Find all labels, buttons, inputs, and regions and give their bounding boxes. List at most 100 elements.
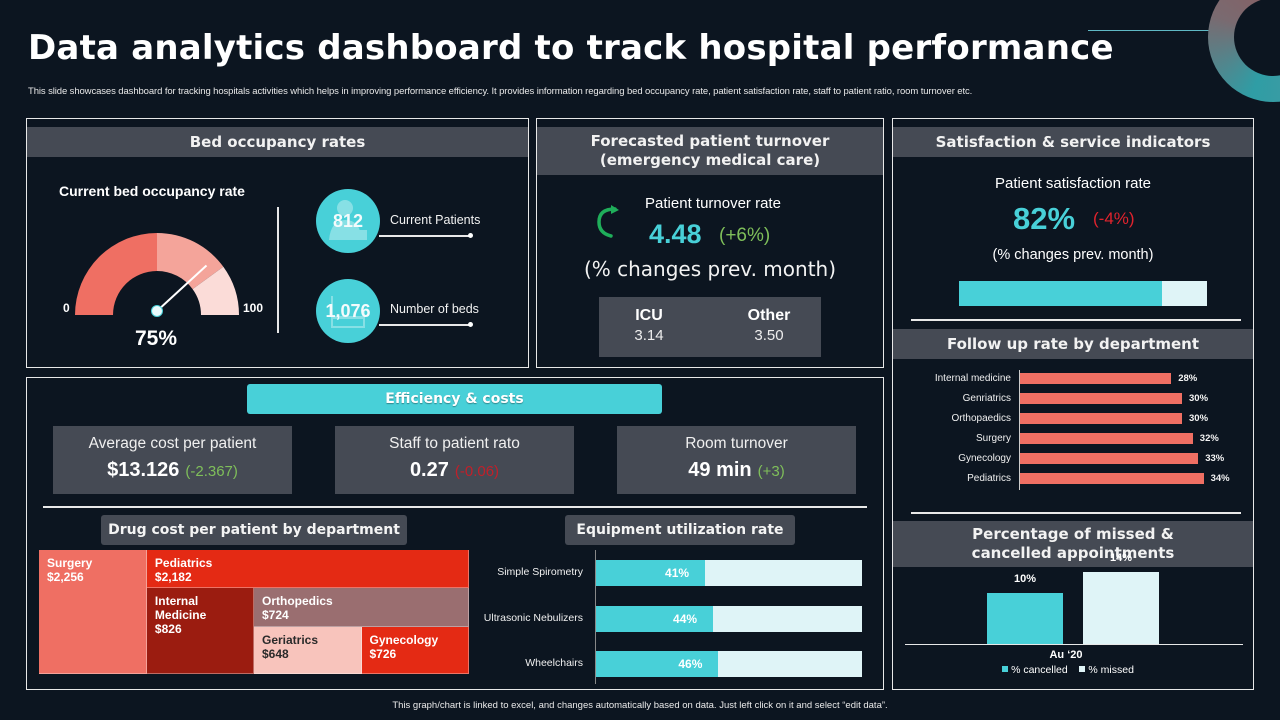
- connector-dot: [468, 233, 473, 238]
- number-of-beds-value: 1,076: [325, 300, 371, 321]
- treemap-cell-name: Pediatrics: [154, 556, 213, 570]
- missed-heading-line2: cancelled appointments: [971, 544, 1175, 562]
- kpi-value: 0.27: [409, 459, 449, 481]
- page-title: Data analytics dashboard to track hospit…: [28, 28, 1114, 68]
- equipment-bar-track: 46%: [596, 651, 862, 677]
- equipment-value-label: 41%: [665, 566, 690, 580]
- equipment-row: Ultrasonic Nebulizers 44%: [475, 605, 875, 632]
- followup-row: Pediatrics 34%: [893, 469, 1253, 489]
- followup-row: Orthopaedics 30%: [893, 409, 1253, 429]
- treemap-cell-name: Geriatrics: [262, 632, 319, 647]
- treemap-cell: Geriatrics $648: [254, 626, 362, 674]
- equipment-value-label: 46%: [678, 657, 703, 671]
- turnover-delta: (+6%): [719, 225, 771, 246]
- followup-bar: [1020, 473, 1204, 484]
- gauge-title: Current bed occupancy rate: [59, 183, 245, 199]
- divider: [911, 319, 1241, 321]
- equipment-bar-track: 44%: [596, 605, 862, 632]
- missed-value-label: 14%: [1109, 552, 1133, 564]
- kpi-label: Room turnover: [685, 435, 788, 452]
- turnover-label: Patient turnover rate: [645, 195, 781, 212]
- followup-bar: [1020, 393, 1182, 404]
- followup-value-label: 33%: [1205, 453, 1225, 464]
- equipment-bar: [596, 605, 714, 632]
- followup-label: Surgery: [975, 433, 1011, 444]
- followup-label: Genriatrics: [962, 393, 1011, 404]
- satisfaction-heading: Satisfaction & service indicators: [893, 127, 1253, 157]
- gauge-value: 75%: [135, 327, 178, 350]
- followup-heading: Follow up rate by department: [893, 329, 1253, 359]
- followup-value-label: 30%: [1189, 413, 1209, 424]
- divider: [43, 506, 867, 508]
- followup-label: Pediatrics: [967, 473, 1011, 484]
- missed-category-label: Au ‘20: [1049, 649, 1083, 661]
- treemap-cell-value: $648: [262, 646, 289, 661]
- decorative-ring: [1208, 0, 1280, 102]
- missed-value-label: 10%: [1013, 572, 1037, 585]
- missed-bar: [1083, 572, 1159, 644]
- drug-cost-heading: Drug cost per patient by department: [101, 515, 407, 545]
- treemap-cell: Gynecology $726: [361, 626, 469, 674]
- followup-bar: [1020, 433, 1193, 444]
- gauge-max-label: 100: [243, 301, 264, 315]
- followup-row: Gynecology 33%: [893, 449, 1253, 469]
- equipment-heading: Equipment utilization rate: [565, 515, 795, 545]
- satisfaction-note: (% changes prev. month): [992, 247, 1154, 263]
- efficiency-costs-panel: Efficiency & costs Average cost per pati…: [26, 377, 884, 690]
- bed-occupancy-panel: Bed occupancy rates Current bed occupanc…: [26, 118, 529, 368]
- treemap-cell-value: $726: [369, 646, 397, 661]
- occupancy-gauge: [75, 233, 239, 317]
- kpi-delta: (-2.367): [185, 463, 238, 480]
- treemap-cell-name: Internal Medicine: [154, 594, 207, 623]
- gauge-segment: [157, 233, 224, 290]
- equipment-bar-track: 41%: [596, 560, 862, 586]
- treemap-cell: Pediatrics $2,182: [146, 550, 469, 589]
- followup-value-label: 34%: [1210, 473, 1230, 484]
- missed-heading: Percentage of missed & cancelled appoint…: [893, 521, 1253, 567]
- treemap-cell-value: $2,182: [154, 570, 192, 584]
- turnover-breakdown: ICU 3.14 Other 3.50: [599, 297, 821, 357]
- missed-appointments-chart: Au ‘20 % cancelled % missed 10% 14%: [893, 514, 1253, 689]
- patient-icon: [329, 200, 367, 240]
- turnover-value: 4.48: [649, 219, 702, 249]
- missed-legend: % cancelled % missed: [893, 664, 1253, 676]
- gauge-segment: [75, 233, 157, 315]
- followup-bar: [1020, 413, 1182, 424]
- followup-label: Internal medicine: [934, 373, 1011, 384]
- followup-label: Gynecology: [958, 453, 1011, 464]
- treemap-cell: Surgery $2,256: [39, 550, 147, 674]
- other-value: 3.50: [754, 327, 784, 344]
- equipment-bar: [596, 560, 706, 586]
- equipment-bar: [596, 651, 719, 677]
- equipment-utilization-chart: Simple Spirometry 41% Ultrasonic Nebulizer…: [475, 550, 875, 684]
- followup-bar: [1020, 373, 1172, 384]
- number-of-beds-label: Number of beds: [390, 302, 479, 316]
- followup-label: Orthopaedics: [951, 413, 1011, 424]
- gauge-segment: [192, 266, 239, 315]
- followup-value-label: 32%: [1199, 433, 1219, 444]
- other-stat: Other 3.50: [719, 307, 819, 344]
- turnover-heading: Forecasted patient turnover (emergency m…: [537, 127, 883, 175]
- treemap-cell: Internal Medicine $826: [146, 588, 254, 674]
- treemap-cell-value: $724: [262, 608, 289, 623]
- legend-swatch-missed: [1079, 666, 1086, 672]
- equipment-axis: [595, 550, 596, 684]
- drug-cost-treemap: Surgery $2,256 Pediatrics $2,182 Internal Me…: [39, 550, 469, 674]
- footer-note: This graph/chart is linked to excel, and…: [392, 700, 888, 711]
- legend-label-missed: % missed: [1088, 664, 1134, 676]
- legend-label-cancelled: % cancelled: [1011, 664, 1068, 676]
- equipment-label: Wheelchairs: [525, 657, 583, 669]
- kpi-delta: (-0.06): [454, 463, 500, 480]
- refresh-arrow-icon: [597, 205, 619, 238]
- kpi-value: 49 min: [688, 459, 752, 481]
- followup-bar: [1020, 453, 1199, 464]
- equipment-label: Ultrasonic Nebulizers: [483, 611, 583, 624]
- current-patients-label: Current Patients: [390, 213, 481, 227]
- equipment-value-label: 44%: [673, 611, 698, 626]
- divider: [277, 207, 279, 333]
- kpi-average-cost: Average cost per patient $13.126 (-2.367): [53, 426, 292, 494]
- satisfaction-label: Patient satisfaction rate: [995, 175, 1151, 192]
- treemap-cell-value: $826: [154, 622, 182, 637]
- missed-baseline: [905, 644, 1243, 645]
- kpi-label: Average cost per patient: [88, 435, 257, 452]
